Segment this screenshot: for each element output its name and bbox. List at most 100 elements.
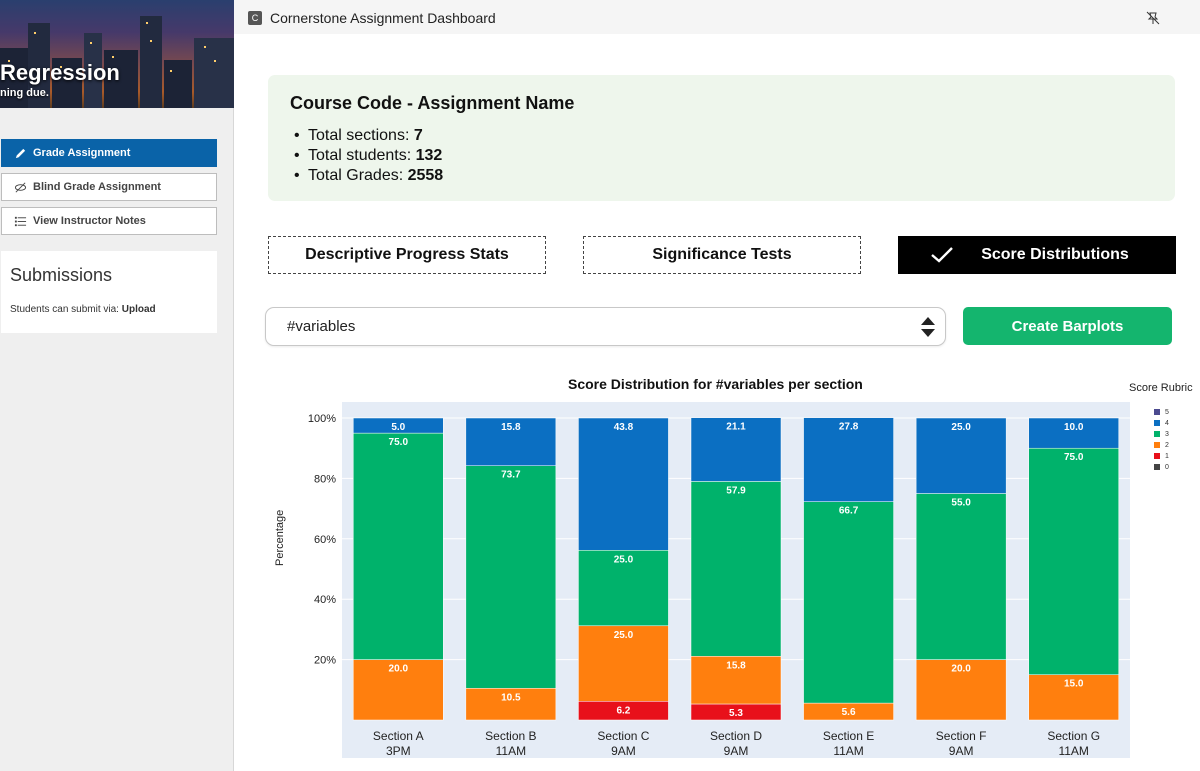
tab-significance-label: Significance Tests	[652, 246, 792, 263]
data-label: 43.8	[614, 422, 634, 433]
legend-swatch	[1154, 442, 1160, 448]
hero-subtitle: ning due.	[0, 87, 49, 99]
bar-segment	[690, 656, 782, 705]
blind-grade-button[interactable]: Blind Grade Assignment	[1, 173, 217, 201]
unpin-icon[interactable]	[1146, 11, 1160, 25]
bar-segment	[465, 417, 557, 466]
data-label: 57.9	[726, 485, 746, 496]
view-notes-button[interactable]: View Instructor Notes	[1, 207, 217, 235]
stat-students: • Total students: 132	[294, 147, 442, 165]
data-label: 15.8	[501, 422, 521, 433]
legend-swatch	[1154, 431, 1160, 437]
submission-method: Upload	[121, 304, 156, 315]
legend-item[interactable]: 1	[1154, 452, 1169, 460]
y-tick-label: 60%	[314, 534, 336, 546]
list-icon	[14, 216, 27, 226]
legend-item[interactable]: 4	[1154, 419, 1169, 427]
legend-item[interactable]: 5	[1154, 408, 1169, 416]
stat-grades: • Total Grades: 2558	[294, 167, 443, 185]
variable-select-value: #variables	[287, 318, 356, 335]
legend-swatch	[1154, 453, 1160, 459]
data-label: 27.8	[839, 422, 859, 433]
bar-segment	[690, 481, 782, 657]
data-label: 25.0	[614, 554, 634, 565]
data-label: 66.7	[839, 506, 859, 517]
summary-card: Course Code - Assignment Name • Total sec…	[268, 75, 1175, 201]
x-tick-label: Section F	[936, 729, 987, 743]
create-barplots-button[interactable]: Create Barplots	[963, 307, 1172, 345]
left-panel: Regression ning due. Grade Assignment Bl…	[0, 0, 234, 771]
x-tick-label: Section E	[823, 729, 874, 743]
x-tick-sublabel: 11AM	[1058, 744, 1088, 758]
dashboard-window: C Cornerstone Assignment Dashboard Cours…	[234, 0, 1200, 771]
score-distribution-chart: Score Distribution for #variables per se…	[234, 366, 1200, 771]
checkmark-icon	[931, 247, 953, 263]
data-label: 20.0	[951, 664, 971, 675]
data-label: 5.3	[729, 708, 743, 719]
x-tick-sublabel: 9AM	[611, 744, 636, 758]
data-label: 15.8	[726, 660, 746, 671]
tab-score-distributions[interactable]: Score Distributions	[898, 236, 1176, 274]
bar-segment	[803, 417, 894, 502]
x-tick-label: Section D	[710, 729, 762, 743]
bar-segment	[915, 493, 1007, 660]
data-label: 75.0	[1064, 452, 1084, 463]
bar-segment	[803, 501, 894, 704]
blind-grade-label: Blind Grade Assignment	[33, 181, 161, 193]
select-arrows-icon	[921, 317, 935, 337]
bar-segment	[915, 417, 1007, 494]
bar-segment	[465, 465, 557, 689]
x-tick-sublabel: 3PM	[386, 744, 411, 758]
data-label: 15.0	[1064, 679, 1084, 690]
bar-segment	[353, 417, 444, 434]
x-tick-label: Section G	[1047, 729, 1100, 743]
bar-segment	[465, 688, 557, 721]
legend-label: 4	[1165, 419, 1169, 427]
grade-assignment-label: Grade Assignment	[33, 147, 131, 159]
legend-label: 1	[1165, 452, 1169, 460]
variable-select[interactable]: #variables	[265, 307, 946, 346]
titlebar: C Cornerstone Assignment Dashboard	[234, 0, 1200, 34]
x-tick-sublabel: 11AM	[833, 744, 863, 758]
eye-slash-icon	[14, 182, 27, 192]
pencil-icon	[15, 148, 26, 158]
data-label: 21.1	[726, 422, 746, 433]
submissions-prefix: Students can submit via:	[10, 304, 122, 315]
bullet: •	[294, 147, 300, 164]
assignment-title: Course Code - Assignment Name	[290, 93, 575, 113]
submissions-title: Submissions	[10, 265, 113, 285]
data-label: 5.0	[391, 422, 405, 433]
data-label: 73.7	[501, 470, 521, 481]
data-label: 25.0	[951, 422, 971, 433]
tab-distributions-label: Score Distributions	[981, 246, 1129, 263]
bar-segment	[353, 432, 444, 660]
data-label: 20.0	[389, 664, 409, 675]
legend-item[interactable]: 3	[1154, 430, 1169, 438]
legend-item[interactable]: 0	[1154, 463, 1169, 471]
data-label: 5.6	[842, 707, 856, 718]
data-label: 10.0	[1064, 422, 1084, 433]
stat-students-value: 132	[415, 147, 443, 164]
stat-students-label: Total students:	[308, 147, 416, 164]
legend-label: 2	[1165, 441, 1169, 449]
grade-assignment-button[interactable]: Grade Assignment	[1, 139, 217, 167]
bar-segment	[1028, 674, 1119, 721]
bar-segment	[353, 659, 444, 721]
legend-title: Score Rubric	[1129, 382, 1193, 394]
y-tick-label: 100%	[308, 413, 336, 425]
legend-label: 3	[1165, 430, 1169, 438]
x-tick-label: Section A	[373, 729, 424, 743]
bar-segment	[690, 417, 782, 482]
data-label: 75.0	[389, 437, 409, 448]
legend-label: 0	[1165, 463, 1169, 471]
y-tick-label: 80%	[314, 473, 336, 485]
window-title: Cornerstone Assignment Dashboard	[270, 10, 496, 26]
legend-item[interactable]: 2	[1154, 441, 1169, 449]
tab-significance-tests[interactable]: Significance Tests	[583, 236, 861, 274]
tab-descriptive-stats[interactable]: Descriptive Progress Stats	[268, 236, 546, 274]
submissions-card: Submissions Students can submit via: Upl…	[1, 251, 217, 333]
bar-segment	[578, 625, 669, 702]
x-tick-sublabel: 9AM	[949, 744, 974, 758]
stat-grades-label: Total Grades:	[308, 167, 408, 184]
